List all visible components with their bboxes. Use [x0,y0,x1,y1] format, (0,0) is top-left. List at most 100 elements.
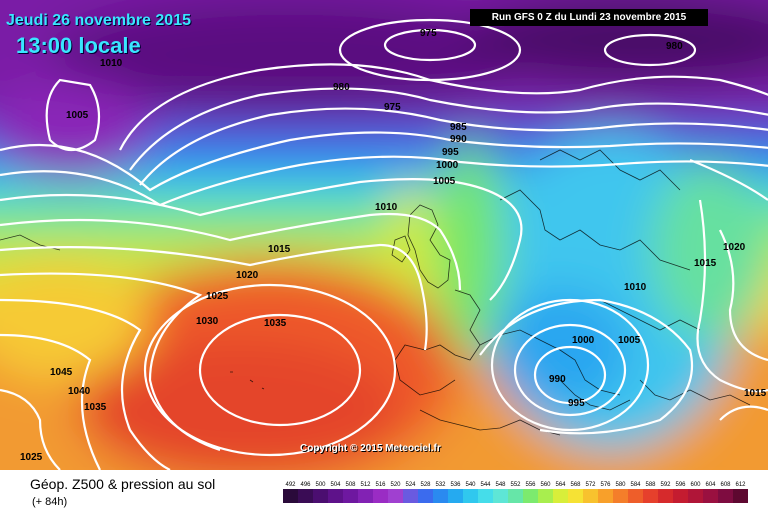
legend-tick-label: 572 [585,482,596,488]
legend-tick-label: 548 [495,482,506,488]
legend-swatch [283,489,298,503]
isobar-label: 975 [420,28,437,39]
model-run-label: Run GFS 0 Z du Lundi 23 novembre 2015 [470,9,708,26]
legend-subtitle: (+ 84h) [32,496,68,508]
legend-swatch [688,489,703,503]
isobar-label: 975 [384,102,401,113]
legend-tick-label: 608 [720,482,731,488]
legend-tick-label: 596 [675,482,686,488]
legend-swatch [373,489,388,503]
forecast-date: Jeudi 26 novembre 2015 [6,12,191,29]
color-scale-legend: 492 496 500 504 508 512 516 520 524 528 532 536 540 5… [283,482,748,503]
legend-swatch [658,489,673,503]
forecast-time: 13:00 locale [16,33,141,58]
legend-swatch [388,489,403,503]
weather-map: 1010 1005 975 980 975 980 985 990 995 10… [0,0,768,470]
legend-swatch [343,489,358,503]
legend-swatch [313,489,328,503]
legend-swatch [703,489,718,503]
legend-tick-label: 512 [360,482,371,488]
legend-swatch [538,489,553,503]
isobar-label: 980 [333,82,350,93]
isobar-label: 1015 [268,244,291,255]
legend-footer: Géop. Z500 & pression au sol (+ 84h) 492… [0,470,768,512]
legend-swatch [298,489,313,503]
legend-tick-label: 528 [420,482,431,488]
isobar-label: 1000 [436,160,459,171]
legend-swatch [358,489,373,503]
legend-swatch [553,489,568,503]
legend-tick-label: 556 [525,482,536,488]
legend-tick-label: 544 [480,482,491,488]
isobar-label: 1040 [68,386,91,397]
legend-swatch [403,489,418,503]
legend-swatch [523,489,538,503]
isobar-label: 995 [568,398,585,409]
isobar-label: 1015 [694,258,717,269]
legend-tick-label: 568 [570,482,581,488]
legend-tick-label: 552 [510,482,521,488]
isobar-label: 1010 [100,58,123,69]
isobar-label: 1020 [723,242,746,253]
isobar-label: 1010 [624,282,647,293]
legend-tick-label: 504 [330,482,341,488]
legend-title: Géop. Z500 & pression au sol [30,476,216,492]
isobar-label: 1005 [618,335,641,346]
legend-tick-label: 584 [630,482,641,488]
copyright-text: Copyright © 2015 Meteociel.fr [300,443,441,454]
isobar-label: 1045 [50,367,73,378]
legend-tick-label: 564 [555,482,566,488]
legend-tick-label: 492 [285,482,296,488]
legend-swatch [418,489,433,503]
isobar-label: 1030 [196,316,219,327]
isobar-label: 1010 [375,202,398,213]
legend-tick-label: 524 [405,482,416,488]
legend-swatch [643,489,658,503]
legend-swatch [613,489,628,503]
isobar-label: 1005 [433,176,456,187]
legend-swatch [328,489,343,503]
legend-tick-label: 496 [300,482,311,488]
legend-tick-label: 600 [690,482,701,488]
legend-swatch [628,489,643,503]
legend-swatch [673,489,688,503]
legend-swatch [463,489,478,503]
legend-tick-label: 536 [450,482,461,488]
legend-tick-label: 508 [345,482,356,488]
legend-swatch [583,489,598,503]
legend-tick-label: 588 [645,482,656,488]
isobar-label: 1015 [744,388,767,399]
isobar-label: 980 [666,41,683,52]
legend-tick-label: 516 [375,482,386,488]
map-canvas: 1010 1005 975 980 975 980 985 990 995 10… [0,0,768,470]
legend-tick-label: 520 [390,482,401,488]
legend-tick-label: 612 [735,482,746,488]
isobars [0,18,768,470]
isobar-label: 990 [549,374,566,385]
coastlines [0,149,751,436]
legend-tick-label: 500 [315,482,326,488]
legend-swatch [718,489,733,503]
legend-tick-label: 592 [660,482,671,488]
isobar-label: 1035 [264,318,287,329]
legend-swatch [598,489,613,503]
isobar-label: 1035 [84,402,107,413]
legend-swatch [493,489,508,503]
legend-tick-label: 604 [705,482,716,488]
isobar-label: 985 [450,122,467,133]
isobar-labels: 1010 1005 975 980 975 980 985 990 995 10… [20,28,767,463]
legend-tick-label: 560 [540,482,551,488]
legend-tick-label: 576 [600,482,611,488]
isobar-label: 1005 [66,110,89,121]
geopotential-field [0,0,768,470]
legend-swatch [568,489,583,503]
isobar-label: 1025 [206,291,229,302]
legend-swatch [733,489,748,503]
legend-swatch [508,489,523,503]
isobar-label: 995 [442,147,459,158]
isobar-label: 1000 [572,335,595,346]
isobar-label: 1025 [20,452,43,463]
legend-swatch [478,489,493,503]
legend-tick-label: 540 [465,482,476,488]
isobar-label: 1020 [236,270,259,281]
